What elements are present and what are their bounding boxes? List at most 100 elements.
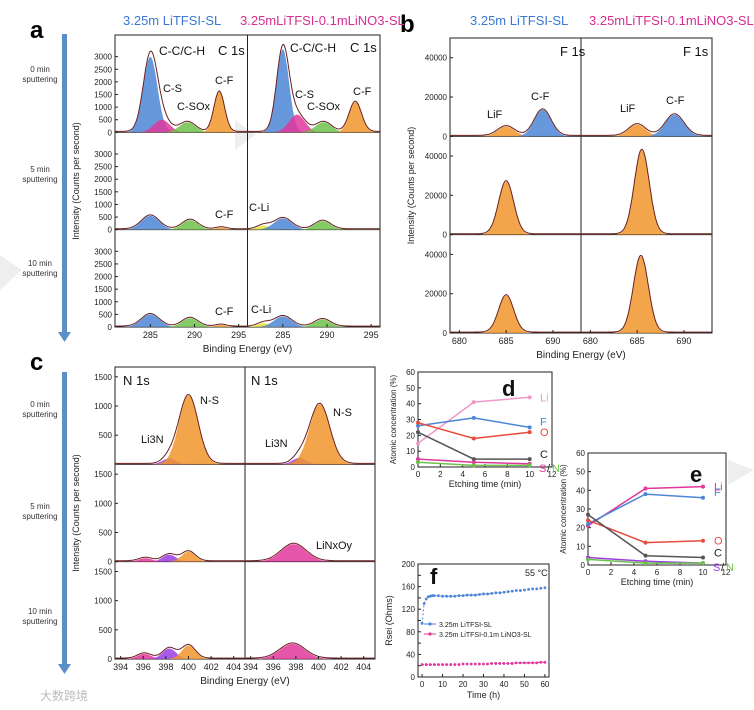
y-axis-label-e: Atomic concentration (%) bbox=[559, 464, 568, 554]
peak-c-n-s bbox=[115, 645, 245, 659]
x-tick-label-d: 10 bbox=[525, 470, 534, 479]
data-point-f-1 bbox=[478, 662, 481, 666]
peak-c-linxoy bbox=[245, 643, 375, 659]
legend-marker-f-1 bbox=[428, 632, 432, 636]
plot-frame-f bbox=[417, 563, 550, 678]
data-point-f-0 bbox=[518, 589, 522, 592]
x-tick-label-c: 396 bbox=[266, 662, 281, 672]
legend-label-f-0: 3.25m LiTFSI-SL bbox=[439, 622, 492, 629]
peak-label-cs-left: C-S bbox=[163, 83, 182, 95]
peak-a-c-f bbox=[115, 227, 248, 230]
y-tick-label-f: 40 bbox=[406, 650, 415, 659]
peak-a-c-c-c-h bbox=[115, 215, 248, 230]
data-point-f-0 bbox=[506, 590, 510, 594]
y-tick-label-e: 50 bbox=[576, 468, 585, 477]
data-point-f-0 bbox=[424, 597, 428, 601]
peak-a-c-c-c-h bbox=[115, 56, 248, 133]
y-tick-label-c: 0 bbox=[108, 655, 113, 664]
y-tick-label-b: 40000 bbox=[425, 250, 448, 259]
y-tick-label-c: 500 bbox=[99, 529, 113, 538]
y-tick-label-a: 0 bbox=[108, 226, 113, 235]
peak-b-lif bbox=[581, 256, 712, 333]
series-line-e-f bbox=[587, 493, 704, 525]
x-tick-label-c: 404 bbox=[356, 662, 371, 672]
data-point-f-0 bbox=[490, 591, 494, 595]
series-label-o-e: O bbox=[714, 536, 723, 548]
y-tick-label-a: 2500 bbox=[94, 65, 112, 74]
envelope-line-b bbox=[581, 113, 712, 136]
y-tick-label-f: 0 bbox=[411, 673, 416, 682]
data-point-d-f bbox=[471, 415, 476, 420]
x-tick-label-c: 394 bbox=[113, 662, 128, 672]
y-tick-label-a: 500 bbox=[99, 116, 113, 125]
decor-triangle bbox=[728, 460, 754, 485]
y-axis-label-b: Intensity (Counts per second) bbox=[406, 127, 416, 245]
data-point-f-1 bbox=[473, 662, 477, 666]
data-point-f-1 bbox=[424, 663, 428, 666]
data-point-f-1 bbox=[535, 661, 539, 665]
legend-marker-f-0 bbox=[428, 622, 432, 626]
x-tick-label-e: 4 bbox=[632, 568, 637, 577]
panel-label-b: b bbox=[400, 11, 415, 38]
y-tick-label-c: 0 bbox=[108, 558, 113, 567]
data-point-f-0 bbox=[539, 586, 543, 590]
peak-label-n1s-right: N 1s bbox=[251, 373, 278, 388]
y-axis-label-f: Rsei (Ohms) bbox=[384, 595, 394, 646]
peak-label-csox-right: C-SOx bbox=[307, 101, 341, 113]
peak-b-lif bbox=[581, 150, 712, 235]
y-tick-label-c: 500 bbox=[99, 431, 113, 440]
y-tick-label-a: 500 bbox=[99, 213, 113, 222]
legend-label-f-1: 3.25m LiTFSI-0.1m LiNO3-SL bbox=[439, 632, 532, 639]
y-tick-label-d: 30 bbox=[406, 416, 415, 425]
x-tick-label-b: 680 bbox=[583, 336, 598, 346]
x-axis-label-b: Binding Energy (eV) bbox=[536, 350, 626, 361]
sputter-5-line2: sputtering bbox=[22, 175, 57, 184]
peak-label-li3n-right: Li3N bbox=[265, 438, 288, 450]
y-tick-label-e: 30 bbox=[576, 505, 585, 514]
peak-label-cf-right: C-F bbox=[666, 95, 685, 107]
data-point-e-n bbox=[586, 557, 590, 562]
data-point-f-0 bbox=[478, 593, 481, 596]
peak-c-n-s bbox=[115, 395, 245, 465]
y-tick-label-f: 120 bbox=[402, 605, 416, 614]
series-line-e-c bbox=[587, 513, 704, 559]
peak-label-ns-left: N-S bbox=[200, 395, 219, 407]
envelope-line-a bbox=[247, 43, 380, 132]
data-point-f-0 bbox=[465, 593, 469, 597]
data-point-d-li bbox=[471, 400, 476, 405]
data-point-e-f bbox=[643, 492, 648, 497]
x-tick-label-b: 685 bbox=[499, 336, 514, 346]
data-point-f-0 bbox=[482, 592, 485, 596]
sputter-0-line2: sputtering bbox=[22, 75, 57, 84]
y-tick-label-b: 40000 bbox=[425, 152, 448, 161]
envelope-line-b bbox=[581, 148, 712, 235]
peak-a-c-sox bbox=[247, 221, 380, 230]
chart-b: 0 20000 40000 0 20000 40000 0 20000 40000 680 685 6… bbox=[406, 37, 713, 361]
data-point-d-li bbox=[527, 395, 532, 400]
y-tick-label-a: 2000 bbox=[94, 273, 112, 282]
peak-c-n-s bbox=[115, 551, 245, 562]
y-tick-label-b: 20000 bbox=[425, 290, 448, 299]
peak-b-c-f bbox=[450, 109, 581, 137]
x-tick-label-d: 8 bbox=[505, 470, 510, 479]
data-point-f-1 bbox=[527, 661, 530, 665]
y-tick-label-e: 20 bbox=[576, 524, 585, 533]
peak-a-c-c-c-h bbox=[247, 49, 380, 133]
envelope-line-a bbox=[115, 214, 248, 230]
peak-b-lif bbox=[450, 295, 581, 333]
sputter-10-line2: sputtering bbox=[22, 269, 57, 278]
y-axis-label-c: Intensity (Counts per second) bbox=[71, 454, 81, 572]
y-tick-label-d: 40 bbox=[406, 400, 415, 409]
peak-label-cf-left: C-F bbox=[531, 91, 550, 103]
y-tick-label-a: 1500 bbox=[94, 188, 112, 197]
x-tick-label-c: 398 bbox=[158, 662, 173, 672]
peak-c-linxoy bbox=[115, 558, 245, 562]
x-tick-label-c: 404 bbox=[226, 662, 241, 672]
envelope-line-a bbox=[115, 50, 248, 132]
panel-letter-f: f bbox=[430, 564, 438, 589]
data-point-d-li bbox=[416, 441, 420, 446]
y-tick-label-e: 0 bbox=[581, 561, 586, 570]
y-tick-label-a: 2000 bbox=[94, 175, 112, 184]
peak-label-cf-right: C-F bbox=[353, 86, 372, 98]
series-label-s-e: S bbox=[713, 562, 720, 574]
